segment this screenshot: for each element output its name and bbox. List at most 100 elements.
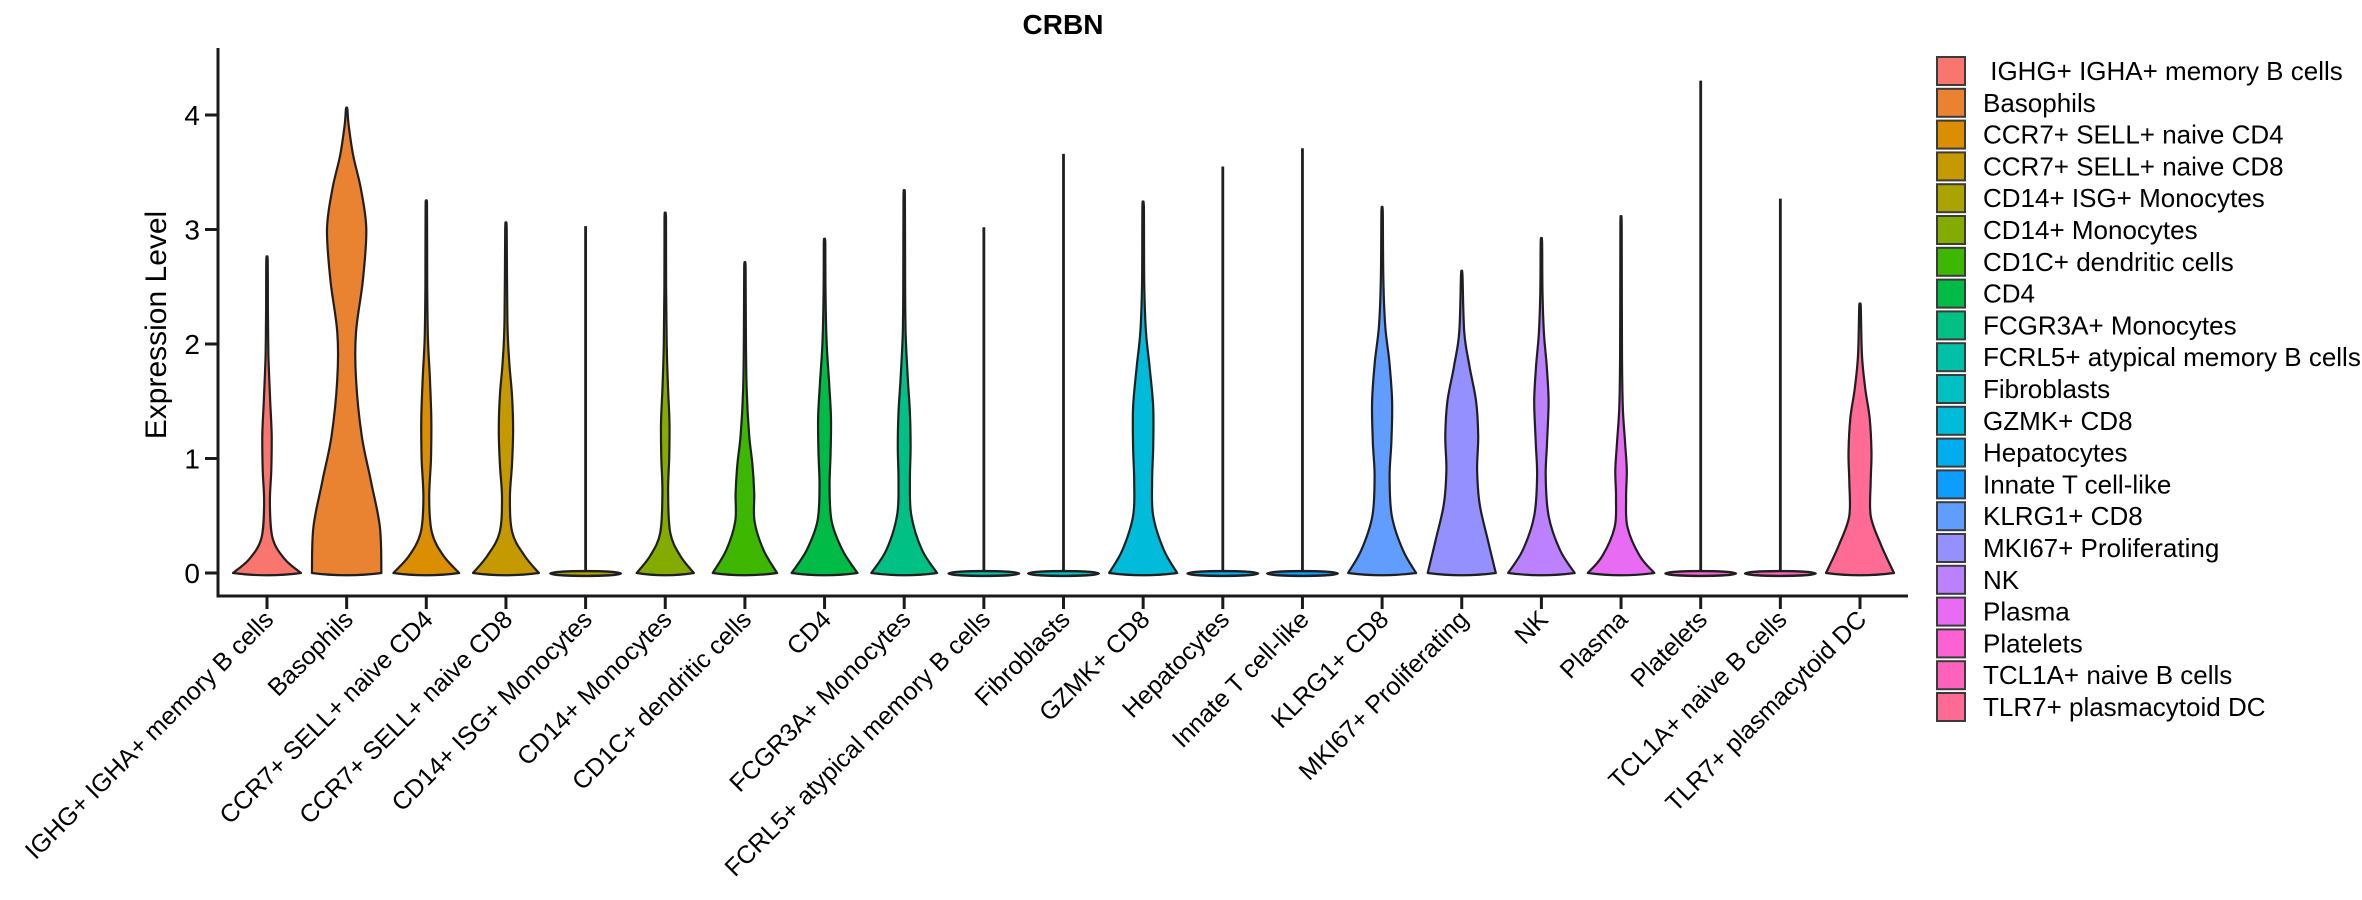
legend-label-fibroblasts: Fibroblasts [1983,374,2110,404]
y-tick-label: 0 [184,558,200,589]
violin-flat-base-hepatocytes [1186,569,1260,578]
legend-swatch-cd4 [1936,278,1966,309]
violin-flat-base-tcl1a-naive-b-cells [1743,569,1817,578]
legend-swatch-plasma [1936,596,1966,627]
legend-item-tcl1a-naive-b-cells: TCL1A+ naive B cells [1936,660,2232,691]
legend-item-ccr7-sell-naive-cd8: CCR7+ SELL+ naive CD8 [1936,151,2284,182]
legend-item-basophils: Basophils [1936,87,2096,118]
violin-cd4 [790,237,859,577]
legend-label-platelets: Platelets [1983,628,2083,658]
x-tick-label-innate-t-cell-like: Innate T cell-like [1167,605,1315,753]
legend-item-cd4: CD4 [1936,278,2035,309]
violin-cd14-monocytes [635,211,695,577]
legend-label-plasma: Plasma [1983,597,2070,627]
legend-swatch-gzmk-cd8 [1936,405,1966,436]
legend-item-nk: NK [1936,564,2020,595]
violin-basophils [310,106,383,577]
legend-label-gzmk-cd8: GZMK+ CD8 [1983,406,2133,436]
legend-swatch-cd14-monocytes [1936,215,1966,245]
legend-item-ccr7-sell-naive-cd4: CCR7+ SELL+ naive CD4 [1936,119,2284,150]
violin-flat-base-fcrl5-atypical-memory-b-cells [947,569,1021,578]
legend-label-ccr7-sell-naive-cd4: CCR7+ SELL+ naive CD4 [1983,120,2284,150]
legend-item-hepatocytes: Hepatocytes [1936,437,2128,468]
x-tick-label-plasma: Plasma [1555,605,1634,684]
legend-item-cd14-isg-monocytes: CD14+ ISG+ Monocytes [1936,183,2265,214]
y-tick-label: 3 [184,215,200,246]
legend-item-gzmk-cd8: GZMK+ CD8 [1936,405,2133,436]
legend-swatch-cd14-isg-monocytes [1936,183,1966,214]
x-tick-label-cd4: CD4 [782,605,837,660]
legend-item-fcrl5-atypical-memory-b-cells: FCRL5+ atypical memory B cells [1936,342,2361,373]
legend-swatch-ighg-igha-memory-b-cells [1936,56,1966,86]
violin-cd1c-dendritic-cells [711,261,779,577]
legend-swatch-ccr7-sell-naive-cd8 [1936,151,1966,182]
violin-flat-base-cd14-isg-monocytes [549,569,623,578]
legend-item-plasma: Plasma [1936,596,2070,627]
legend-swatch-klrg1-cd8 [1936,501,1966,532]
violin-plasma [1586,215,1656,577]
legend-label-klrg1-cd8: KLRG1+ CD8 [1983,501,2143,531]
legend-label-nk: NK [1983,565,2020,595]
legend-label-cd1c-dendritic-cells: CD1C+ dendritic cells [1983,247,2234,277]
y-tick-label: 4 [184,100,200,131]
legend-swatch-fcrl5-atypical-memory-b-cells [1936,342,1966,373]
legend-label-ighg-igha-memory-b-cells: IGHG+ IGHA+ memory B cells [1983,56,2343,86]
legend-swatch-tlr7-plasmacytoid-dc [1936,692,1966,722]
legend-label-tlr7-plasmacytoid-dc: TLR7+ plasmacytoid DC [1983,692,2266,722]
legend-label-cd4: CD4 [1983,279,2035,309]
violin-gzmk-cd8 [1108,200,1179,577]
legend-item-ighg-igha-memory-b-cells: IGHG+ IGHA+ memory B cells [1936,56,2343,86]
violin-ccr7-sell-naive-cd8 [471,221,540,577]
y-axis-title: Expression Level [140,211,173,439]
violin-ighg-igha-memory-b-cells [231,255,303,577]
legend-label-hepatocytes: Hepatocytes [1983,438,2128,468]
legend-label-fcrl5-atypical-memory-b-cells: FCRL5+ atypical memory B cells [1983,342,2361,372]
chart-title: CRBN [1023,9,1104,40]
legend-label-basophils: Basophils [1983,88,2096,118]
legend-swatch-hepatocytes [1936,437,1966,468]
legend-item-cd14-monocytes: CD14+ Monocytes [1936,215,2198,245]
legend-label-tcl1a-naive-b-cells: TCL1A+ naive B cells [1983,660,2232,690]
y-tick-label: 2 [184,329,200,360]
legend-item-klrg1-cd8: KLRG1+ CD8 [1936,501,2143,532]
x-tick-label-nk: NK [1509,605,1554,650]
legend-swatch-ccr7-sell-naive-cd4 [1936,119,1966,150]
legend-swatch-platelets [1936,628,1966,659]
violin-klrg1-cd8 [1347,205,1418,577]
legend-item-fcgr3a-monocytes: FCGR3A+ Monocytes [1936,310,2237,341]
legend-item-fibroblasts: Fibroblasts [1936,374,2110,404]
legend-swatch-nk [1936,564,1966,595]
legend-label-cd14-monocytes: CD14+ Monocytes [1983,215,2198,245]
legend-swatch-tcl1a-naive-b-cells [1936,660,1966,691]
legend-label-innate-t-cell-like: Innate T cell-like [1983,469,2171,499]
x-tick-label-cd14-monocytes: CD14+ Monocytes [512,605,678,771]
violin-fcgr3a-monocytes [870,189,939,577]
violin-nk [1507,236,1576,577]
legend-swatch-basophils [1936,87,1966,118]
legend-item-innate-t-cell-like: Innate T cell-like [1936,469,2171,500]
legend-label-ccr7-sell-naive-cd8: CCR7+ SELL+ naive CD8 [1983,151,2284,181]
legend-label-fcgr3a-monocytes: FCGR3A+ Monocytes [1983,310,2237,340]
violin-flat-base-fibroblasts [1026,569,1100,578]
y-tick-label: 1 [184,444,200,475]
legend-swatch-mki67-proliferating [1936,533,1966,563]
legend-swatch-innate-t-cell-like [1936,469,1966,500]
legend-swatch-cd1c-dendritic-cells [1936,246,1966,277]
violin-tlr7-plasmacytoid-dc [1824,302,1896,577]
violin-flat-base-platelets [1664,569,1738,578]
legend-label-cd14-isg-monocytes: CD14+ ISG+ Monocytes [1983,183,2265,213]
legend-item-platelets: Platelets [1936,628,2083,659]
violin-ccr7-sell-naive-cd4 [392,199,461,577]
legend-item-cd1c-dendritic-cells: CD1C+ dendritic cells [1936,246,2234,277]
x-tick-label-ighg-igha-memory-b-cells: IGHG+ IGHA+ memory B cells [20,605,279,864]
legend-swatch-fibroblasts [1936,374,1966,404]
legend-label-mki67-proliferating: MKI67+ Proliferating [1983,533,2219,563]
legend-item-tlr7-plasmacytoid-dc: TLR7+ plasmacytoid DC [1936,692,2266,722]
legend: IGHG+ IGHA+ memory B cellsBasophilsCCR7+… [1936,56,2361,722]
violin-flat-base-innate-t-cell-like [1265,569,1339,578]
violin-mki67-proliferating [1426,269,1497,577]
legend-item-mki67-proliferating: MKI67+ Proliferating [1936,533,2219,563]
legend-swatch-fcgr3a-monocytes [1936,310,1966,341]
